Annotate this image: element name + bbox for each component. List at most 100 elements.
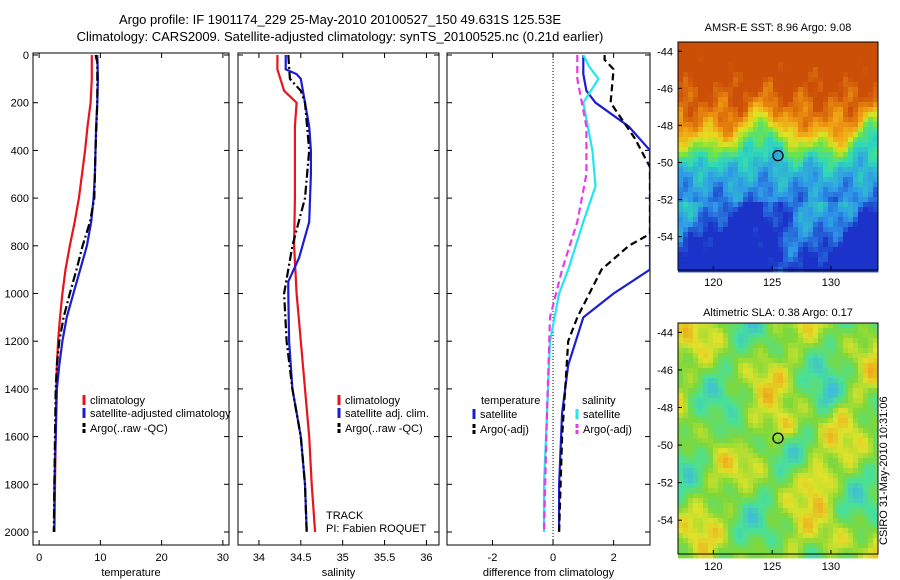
sst_map-cell <box>778 252 784 258</box>
sla_map-cell <box>838 328 844 334</box>
sla_map-cell <box>753 378 759 384</box>
sst_map-cell <box>698 152 704 158</box>
sla_map-cell <box>868 488 874 494</box>
sla_map-cell <box>788 458 794 464</box>
sst_map-cell <box>733 227 739 233</box>
sst_map-cell <box>843 237 849 243</box>
sla_map-ytick-label: -44 <box>657 327 673 339</box>
sla_map-cell <box>823 528 829 534</box>
sla_map-cell <box>758 378 764 384</box>
sla_map-cell <box>788 328 794 334</box>
sla_map-cell <box>683 343 689 349</box>
sla_map-cell <box>733 413 739 419</box>
sst_map-cell <box>693 222 699 228</box>
sla_map-cell <box>848 393 854 399</box>
sla_map-cell <box>838 363 844 369</box>
sst_map-cell <box>743 127 749 133</box>
sla_map-cell <box>758 333 764 339</box>
sla_map-cell <box>683 388 689 394</box>
sst_map-cell <box>728 127 734 133</box>
sla_map-cell <box>793 508 799 514</box>
sst_map-cell <box>748 72 754 78</box>
sst_map-cell <box>748 92 754 98</box>
sst_map-cell <box>733 262 739 268</box>
sla_map-cell <box>768 428 774 434</box>
sst_map-cell <box>793 107 799 113</box>
sst_map-cell <box>858 147 864 153</box>
sst_map-cell <box>683 227 689 233</box>
sla_map-cell <box>718 328 724 334</box>
sla_map-cell <box>803 388 809 394</box>
sla_map-cell <box>728 448 734 454</box>
sla_map-cell <box>763 523 769 529</box>
sla_map-cell <box>848 528 854 534</box>
sst_map-cell <box>683 182 689 188</box>
sst_map-cell <box>718 182 724 188</box>
sst_map-cell <box>823 142 829 148</box>
sst_map-cell <box>758 227 764 233</box>
sst_map-cell <box>843 192 849 198</box>
sst_map-cell <box>778 172 784 178</box>
sst_map-cell <box>808 52 814 58</box>
sla_map-cell <box>693 418 699 424</box>
sst_map-cell <box>798 57 804 63</box>
sla_map-cell <box>748 398 754 404</box>
sla_map-cell <box>853 418 859 424</box>
sla_map-cell <box>873 508 879 514</box>
sla_map-cell <box>683 488 689 494</box>
sla_map-cell <box>853 513 859 519</box>
sla_map-cell <box>788 423 794 429</box>
sla_map-cell <box>793 553 799 559</box>
sst_map-cell <box>763 257 769 263</box>
difference-series-temperature-argo-adj <box>558 55 650 533</box>
sst_map-cell <box>813 112 819 118</box>
sst_map-cell <box>818 247 824 253</box>
sla_map-cell <box>733 328 739 334</box>
sla_map-cell <box>693 323 699 329</box>
sst_map-cell <box>778 122 784 128</box>
sla_map-cell <box>763 453 769 459</box>
sst_map-cell <box>783 127 789 133</box>
sst_map-cell <box>708 147 714 153</box>
sla_map-cell <box>733 368 739 374</box>
sst_map-cell <box>763 162 769 168</box>
sla_map-cell <box>698 498 704 504</box>
sst_map-cell <box>788 187 794 193</box>
sla_map-cell <box>763 398 769 404</box>
sst_map-cell <box>708 72 714 78</box>
sst_map-cell <box>743 107 749 113</box>
sst_map-cell <box>763 127 769 133</box>
sst_map-cell <box>688 122 694 128</box>
sst_map-cell <box>713 197 719 203</box>
sst_map-cell <box>743 192 749 198</box>
sst_map-cell <box>748 87 754 93</box>
sla_map-cell <box>793 408 799 414</box>
sla_map-cell <box>803 383 809 389</box>
sst_map-cell <box>763 222 769 228</box>
sla_map-cell <box>868 453 874 459</box>
sst_map-cell <box>818 172 824 178</box>
sst_map-cell <box>823 222 829 228</box>
sst_map-cell <box>763 102 769 108</box>
sla_map-cell <box>758 548 764 554</box>
sst_map-cell <box>868 82 874 88</box>
sla_map-cell <box>848 538 854 544</box>
sla_map-cell <box>688 543 694 549</box>
sst_map-cell <box>783 252 789 258</box>
sla_map-cell <box>813 368 819 374</box>
sst_map-cell <box>768 42 774 48</box>
sla_map-cell <box>728 478 734 484</box>
sla_map-cell <box>733 403 739 409</box>
sla_map-cell <box>808 373 814 379</box>
sst_map-cell <box>798 182 804 188</box>
sla_map-cell <box>813 503 819 509</box>
sst_map-cell <box>733 187 739 193</box>
sst_map-cell <box>733 82 739 88</box>
sla_map-cell <box>848 353 854 359</box>
sla_map-cell <box>683 453 689 459</box>
sla_map-cell <box>813 528 819 534</box>
temperature-ytick-label: 1200 <box>5 336 29 348</box>
sst_map-cell <box>723 82 729 88</box>
sla_map-cell <box>703 528 709 534</box>
sst_map-cell <box>858 237 864 243</box>
